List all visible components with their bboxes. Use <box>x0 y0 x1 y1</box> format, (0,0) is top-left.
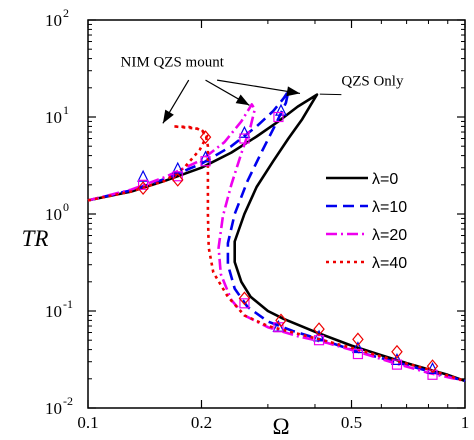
square-marker <box>239 133 250 144</box>
legend-label: λ=0 <box>372 171 398 188</box>
diamond-marker <box>171 172 184 187</box>
triangle-marker <box>390 352 403 365</box>
y-tick-exponent: 0 <box>63 200 69 214</box>
square-marker <box>352 348 364 360</box>
y-tick-label: 10 <box>45 11 62 30</box>
x-tick-label: 0.1 <box>77 413 98 432</box>
nim-arrow-head <box>235 94 250 106</box>
x-axis-title: Ω <box>272 414 289 439</box>
y-tick-label: 10 <box>45 108 62 127</box>
annotation-layer: NIM QZS mount QZS Only <box>121 55 404 124</box>
series-line <box>87 93 466 383</box>
series-line <box>87 103 466 383</box>
y-tick-label: 10 <box>45 399 62 418</box>
nim-arrow <box>216 79 301 95</box>
triangle-marker <box>351 341 364 354</box>
diamond-marker <box>313 322 325 337</box>
x-tick-label: 1 <box>461 413 470 432</box>
square-marker <box>239 298 250 309</box>
y-tick-exponent: -2 <box>63 394 73 408</box>
square-marker <box>137 179 149 190</box>
y-tick-exponent: -1 <box>63 297 73 311</box>
y-tick-exponent: 2 <box>63 6 69 20</box>
x-tick-label: 0.2 <box>191 413 212 432</box>
diamond-marker <box>391 344 403 359</box>
square-marker <box>172 171 183 182</box>
diamond-marker <box>238 291 251 306</box>
triangle-marker <box>238 125 251 138</box>
legend-label: λ=10 <box>372 199 407 216</box>
square-marker <box>391 359 403 370</box>
diamond-marker <box>426 359 439 374</box>
legend-label: λ=20 <box>372 227 407 244</box>
nim-arrow-head <box>162 109 174 124</box>
square-marker <box>273 111 284 123</box>
qzs-only-label: QZS Only <box>341 74 404 90</box>
triangle-marker <box>275 103 287 116</box>
legend-label: λ=40 <box>372 255 407 272</box>
series-layer <box>87 89 466 383</box>
square-marker <box>427 369 438 380</box>
plot-frame <box>87 19 466 409</box>
y-axis-title: TR <box>22 226 49 251</box>
plot-area <box>87 19 466 409</box>
diamond-marker <box>275 313 287 328</box>
nim-qzs-label: NIM QZS mount <box>121 55 225 71</box>
y-tick-label: 10 <box>45 205 62 224</box>
y-tick-label: 10 <box>45 302 62 321</box>
triangle-marker <box>137 169 150 182</box>
square-marker <box>200 156 211 167</box>
diamond-marker <box>199 130 212 145</box>
series-line <box>87 89 466 383</box>
x-tick-label: 0.5 <box>341 413 362 432</box>
diamond-marker <box>137 181 149 196</box>
series-line <box>87 125 466 383</box>
nim-arrow-head <box>286 86 300 97</box>
y-tick-exponent: 1 <box>63 103 69 117</box>
marker-layer <box>137 103 439 380</box>
diamond-marker <box>352 332 364 347</box>
legend: λ=0 λ=10 λ=20 λ=40 <box>326 171 407 272</box>
